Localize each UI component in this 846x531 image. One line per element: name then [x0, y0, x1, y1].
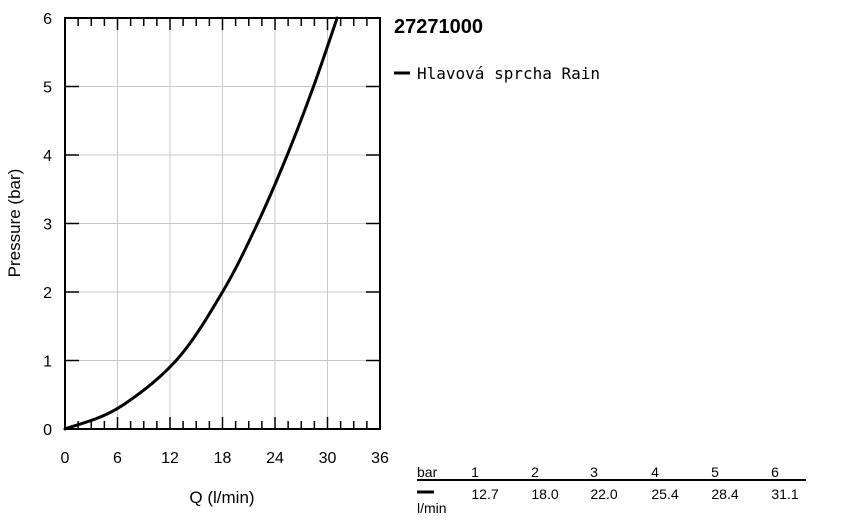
- table-flow-values: 12.7 18.0 22.0 25.4 28.4 31.1: [471, 486, 798, 502]
- x-tick-label: 18: [214, 450, 232, 467]
- table-bar-value: 6: [771, 464, 779, 480]
- y-tick-label: 0: [43, 422, 52, 439]
- table-bar-value: 1: [471, 464, 479, 480]
- y-tick-label: 1: [43, 354, 52, 371]
- chart-title: 27271000: [394, 16, 483, 38]
- table-bar-value: 3: [590, 464, 598, 480]
- table-bar-value: 4: [651, 464, 659, 480]
- y-tick-label: 5: [43, 80, 52, 97]
- x-tick-labels: 0 6 12 18 24 30 36: [61, 450, 389, 467]
- y-tick-labels: 0 1 2 3 4 5 6: [43, 11, 52, 439]
- x-tick-label: 6: [113, 450, 122, 467]
- table-bar-value: 2: [531, 464, 539, 480]
- table-flow-value: 31.1: [771, 486, 798, 502]
- y-tick-label: 6: [43, 11, 52, 28]
- table-row-label-bar: bar: [417, 464, 438, 480]
- series-line-hlavova-sprcha-rain: [63, 16, 339, 431]
- x-tick-label: 12: [161, 450, 179, 467]
- x-tick-label: 30: [319, 450, 337, 467]
- y-tick-label: 3: [43, 217, 52, 234]
- table-flow-value: 25.4: [651, 486, 678, 502]
- table-flow-value: 12.7: [471, 486, 498, 502]
- grid-lines: [65, 18, 380, 429]
- plot-frame: [64, 17, 381, 430]
- x-tick-label: 24: [266, 450, 284, 467]
- table-bar-values: 1 2 3 4 5 6: [471, 464, 779, 480]
- flow-table: bar l/min 1 2 3 4 5 6 12.7 18.0 22.0 25.4 28.4 31.…: [417, 464, 806, 516]
- table-bar-value: 5: [711, 464, 719, 480]
- y-axis-label: Pressure (bar): [5, 169, 24, 278]
- x-axis-label: Q (l/min): [189, 488, 254, 507]
- x-tick-label: 36: [371, 450, 389, 467]
- table-flow-value: 22.0: [590, 486, 617, 502]
- y-tick-label: 2: [43, 285, 52, 302]
- legend-label: Hlavová sprcha Rain: [417, 64, 600, 83]
- y-tick-label: 4: [43, 148, 52, 165]
- table-row-label-lmin: l/min: [417, 500, 447, 516]
- table-flow-value: 28.4: [711, 486, 738, 502]
- table-flow-value: 18.0: [531, 486, 558, 502]
- x-tick-label: 0: [61, 450, 70, 467]
